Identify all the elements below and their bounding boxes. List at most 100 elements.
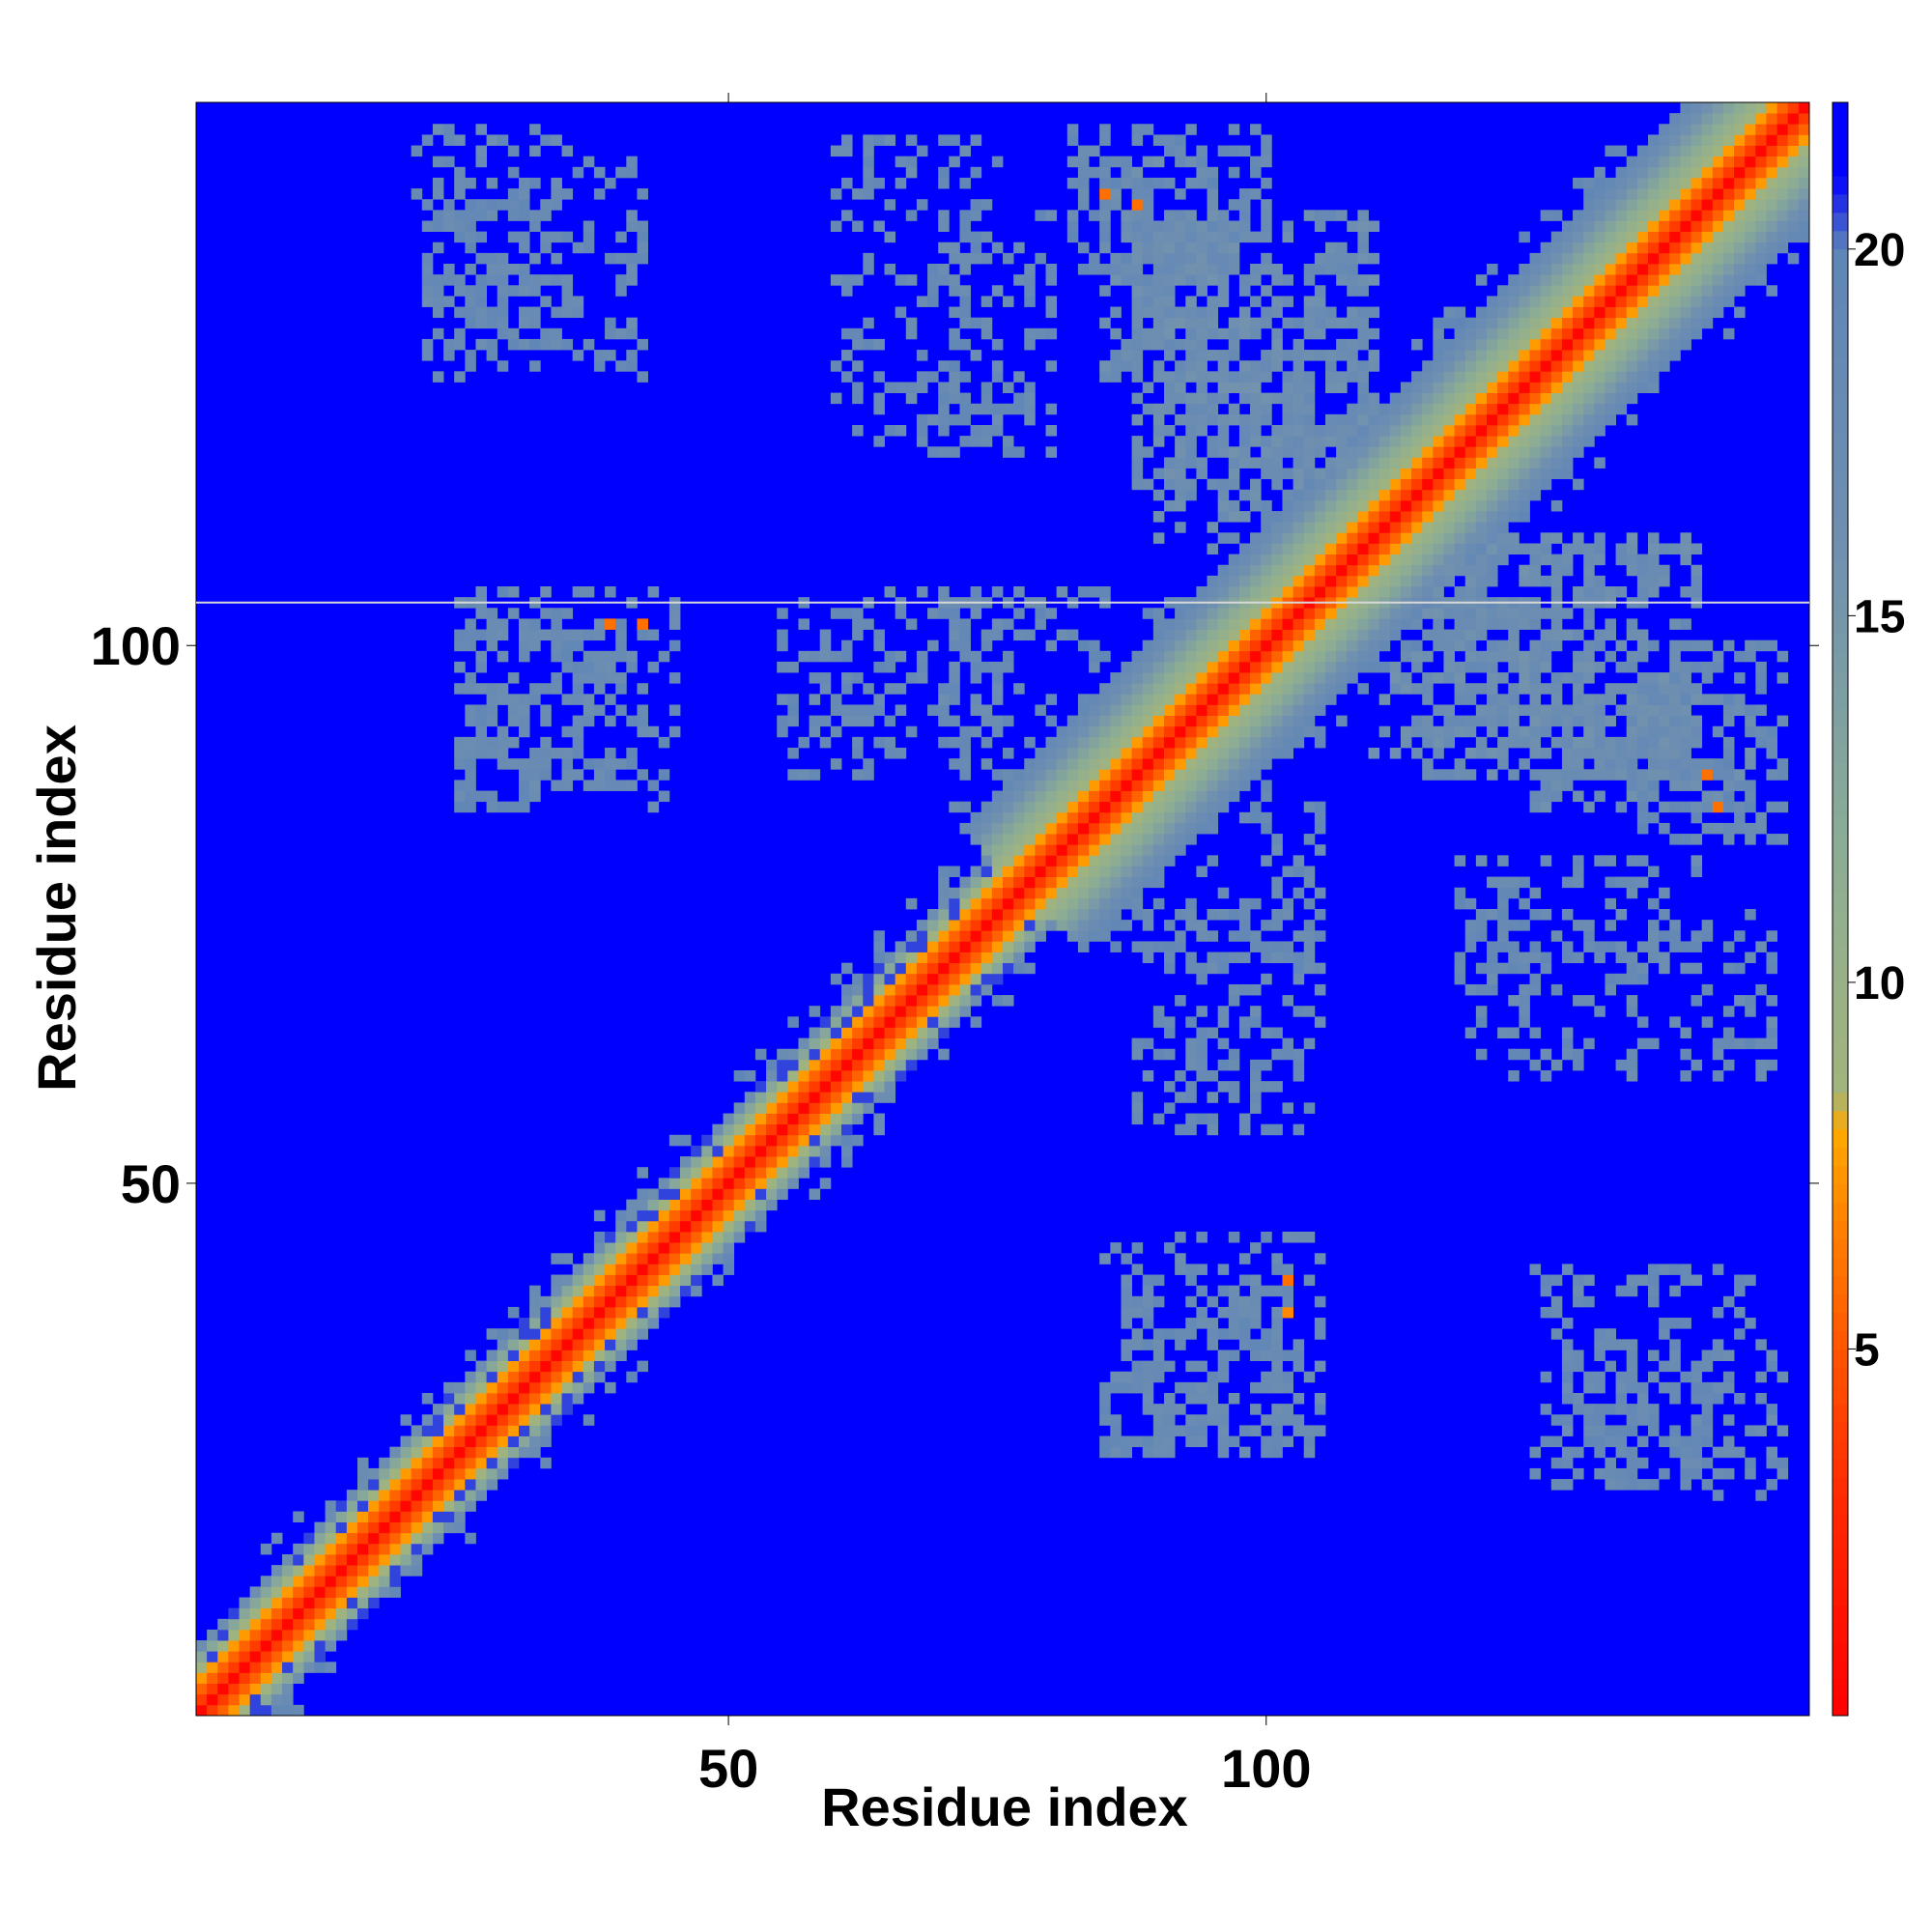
heatmap-cell xyxy=(486,618,498,630)
heatmap-cell xyxy=(1142,780,1154,791)
heatmap-cell xyxy=(1293,564,1305,577)
heatmap-cell xyxy=(486,338,498,351)
heatmap-cell xyxy=(873,930,885,942)
heatmap-cell xyxy=(1303,425,1316,437)
heatmap-cell xyxy=(1400,575,1412,587)
heatmap-cell xyxy=(809,1070,821,1082)
heatmap-cell xyxy=(1152,360,1165,372)
heatmap-cell xyxy=(1648,564,1660,577)
heatmap-cell xyxy=(1583,210,1595,221)
heatmap-cell xyxy=(863,973,874,985)
heatmap-cell xyxy=(1659,909,1670,921)
heatmap-cell xyxy=(852,618,864,630)
heatmap-cell xyxy=(1131,436,1144,447)
heatmap-cell xyxy=(379,1467,390,1480)
heatmap-cell xyxy=(970,586,982,598)
heatmap-cell xyxy=(1056,887,1068,899)
heatmap-cell xyxy=(282,1565,294,1577)
heatmap-cell xyxy=(1110,1381,1122,1394)
heatmap-cell xyxy=(830,1059,842,1071)
heatmap-cell xyxy=(1089,725,1100,738)
heatmap-cell xyxy=(454,1479,466,1491)
heatmap-cell xyxy=(1605,327,1616,340)
heatmap-cell xyxy=(1293,1070,1305,1082)
heatmap-cell xyxy=(1594,242,1605,254)
heatmap-cell xyxy=(540,736,552,749)
heatmap-cell xyxy=(1325,522,1337,533)
heatmap-cell xyxy=(1217,564,1230,577)
heatmap-cell xyxy=(1690,866,1703,877)
heatmap-cell xyxy=(798,1102,810,1114)
heatmap-cell xyxy=(1550,446,1563,458)
heatmap-cell xyxy=(1497,704,1509,716)
heatmap-cell xyxy=(1669,725,1681,738)
heatmap-cell xyxy=(325,1532,337,1545)
heatmap-cell xyxy=(1389,564,1402,577)
heatmap-cell xyxy=(1271,296,1283,307)
heatmap-cell xyxy=(1648,296,1660,307)
heatmap-cell xyxy=(1400,425,1412,437)
heatmap-cell xyxy=(1626,748,1638,759)
heatmap-cell xyxy=(905,1059,918,1071)
heatmap-cell xyxy=(1282,694,1293,705)
heatmap-cell xyxy=(1142,338,1154,351)
heatmap-cell xyxy=(1142,327,1154,340)
heatmap-cell xyxy=(303,1532,315,1545)
heatmap-cell xyxy=(809,650,821,663)
heatmap-cell xyxy=(1013,811,1025,824)
heatmap-cell xyxy=(1217,952,1230,964)
heatmap-cell xyxy=(1648,758,1660,770)
heatmap-cell xyxy=(1110,920,1122,931)
heatmap-cell xyxy=(1207,758,1219,770)
heatmap-cell xyxy=(1422,725,1434,738)
heatmap-cell xyxy=(1238,608,1251,619)
heatmap-cell xyxy=(561,1285,574,1297)
heatmap-cell xyxy=(1175,457,1186,469)
heatmap-cell xyxy=(1121,350,1132,361)
heatmap-cell xyxy=(346,1565,358,1577)
heatmap-cell xyxy=(970,134,982,146)
heatmap-cell xyxy=(938,274,950,286)
heatmap-cell xyxy=(1573,715,1584,727)
heatmap-cell xyxy=(1303,930,1316,942)
heatmap-cell xyxy=(421,338,434,351)
heatmap-cell xyxy=(1508,650,1520,663)
heatmap-cell xyxy=(1519,338,1530,351)
heatmap-cell xyxy=(239,1629,251,1641)
heatmap-cell xyxy=(454,683,466,695)
heatmap-cell xyxy=(980,973,993,985)
heatmap-cell xyxy=(1013,930,1025,942)
heatmap-cell xyxy=(1217,274,1230,286)
heatmap-cell xyxy=(1487,564,1498,577)
heatmap-cell xyxy=(249,1607,262,1620)
heatmap-cell xyxy=(1357,683,1369,695)
heatmap-cell xyxy=(540,1404,552,1415)
heatmap-cell xyxy=(421,199,434,211)
heatmap-cell xyxy=(1454,317,1466,329)
heatmap-cell xyxy=(1217,1350,1230,1361)
heatmap-cell xyxy=(1261,725,1272,738)
heatmap-cell xyxy=(1131,1092,1144,1103)
heatmap-cell xyxy=(228,1683,240,1695)
heatmap-cell xyxy=(1325,468,1337,480)
heatmap-cell xyxy=(465,1404,476,1415)
heatmap-cell xyxy=(1217,1081,1230,1093)
heatmap-cell xyxy=(1271,887,1283,899)
heatmap-cell xyxy=(1389,618,1402,630)
heatmap-cell xyxy=(1605,145,1616,157)
heatmap-cell xyxy=(507,1425,520,1436)
heatmap-cell xyxy=(991,360,1004,372)
heatmap-cell xyxy=(1035,930,1046,942)
heatmap-cell xyxy=(293,1618,304,1631)
heatmap-cell xyxy=(1282,650,1293,663)
heatmap-cell xyxy=(1347,639,1358,652)
heatmap-cell xyxy=(1303,489,1316,501)
heatmap-cell xyxy=(1099,736,1111,749)
heatmap-cell xyxy=(1411,338,1423,351)
heatmap-cell xyxy=(551,327,562,340)
heatmap-cell xyxy=(1648,199,1660,211)
heatmap-cell xyxy=(572,586,584,598)
heatmap-cell xyxy=(895,1006,907,1017)
heatmap-cell xyxy=(991,822,1004,835)
heatmap-cell xyxy=(519,639,530,652)
